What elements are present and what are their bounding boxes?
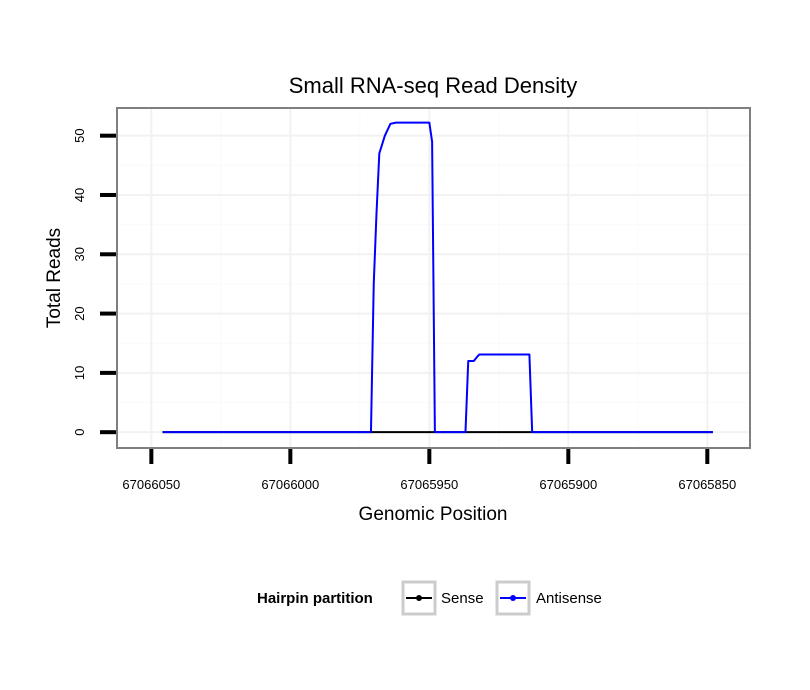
y-axis-title: Total Reads	[44, 228, 65, 328]
y-tick-label-5: 50	[72, 128, 87, 142]
plot-border	[116, 107, 751, 449]
legend-entry-sense: Sense	[401, 580, 484, 616]
y-axis: 0 10 20 30 40 50	[72, 128, 116, 436]
legend-point-sense	[416, 595, 422, 601]
y-tick-label-1: 10	[72, 366, 87, 380]
x-tick-label-1: 67066000	[261, 477, 319, 492]
y-tick-label-0: 0	[72, 429, 87, 436]
legend-entry-antisense: Antisense	[495, 580, 602, 616]
legend-label-sense: Sense	[441, 590, 484, 607]
y-tick-label-4: 40	[72, 188, 87, 202]
x-axis: 67066050 67066000 67065950 67065900 67065850	[122, 449, 736, 492]
y-tick-label-2: 20	[72, 306, 87, 320]
legend-label-antisense: Antisense	[536, 590, 602, 607]
legend-point-antisense	[510, 595, 516, 601]
x-tick-label-4: 67065850	[678, 477, 736, 492]
series-layer	[162, 121, 713, 434]
x-axis-title: Genomic Position	[359, 504, 508, 525]
chart-title: Small RNA-seq Read Density	[289, 73, 578, 98]
series-line-antisense	[162, 121, 713, 434]
y-tick-label-3: 30	[72, 247, 87, 261]
x-tick-label-2: 67065950	[400, 477, 458, 492]
x-tick-label-3: 67065900	[539, 477, 597, 492]
legend: Hairpin partition Sense Antisense	[257, 580, 602, 616]
legend-title: Hairpin partition	[257, 590, 373, 607]
x-tick-label-0: 67066050	[122, 477, 180, 492]
